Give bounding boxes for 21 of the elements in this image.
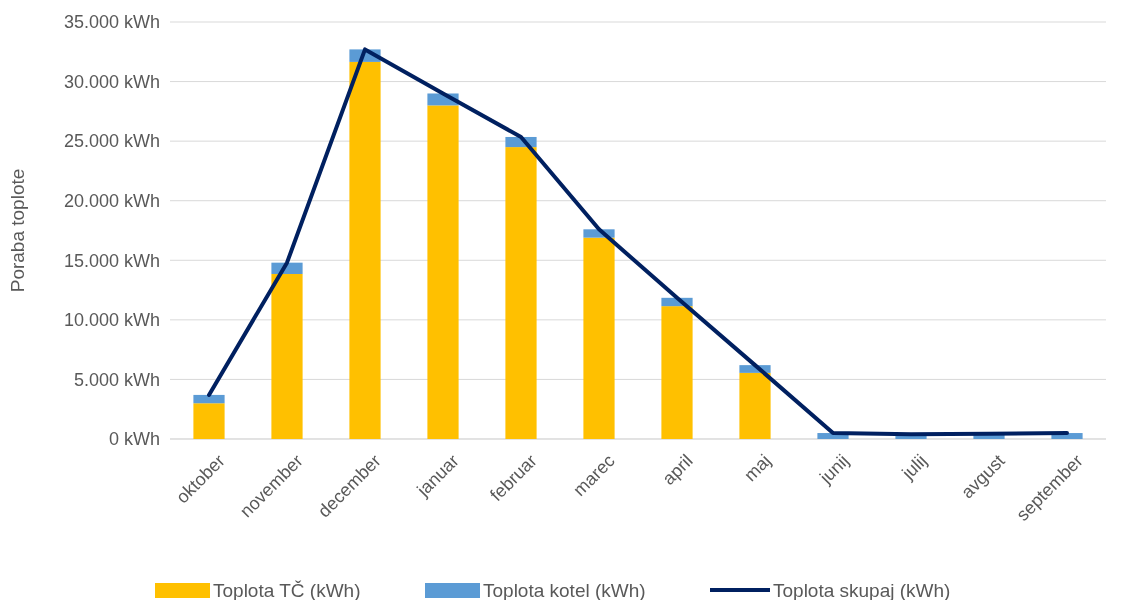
- y-tick-label: 30.000 kWh: [63, 71, 160, 92]
- bar: [271, 273, 303, 439]
- y-tick-label: 25.000 kWh: [63, 131, 160, 152]
- bar: [193, 403, 225, 439]
- bar: [427, 105, 459, 439]
- y-tick-label: 20.000 kWh: [63, 191, 160, 212]
- y-tick-label: 10.000 kWh: [63, 310, 160, 331]
- bar: [739, 372, 771, 439]
- y-axis-title: Poraba toplote: [7, 168, 28, 293]
- line-series: [207, 47, 1069, 437]
- bar: [505, 147, 537, 439]
- y-tick-label: 35.000 kWh: [63, 12, 160, 33]
- x-tick-label: julij: [897, 450, 931, 484]
- bar: [583, 237, 615, 439]
- bar: [193, 394, 225, 404]
- bar: [349, 61, 381, 439]
- x-tick-label: maj: [740, 450, 775, 486]
- bar: [661, 306, 693, 439]
- y-tick-label: 15.000 kWh: [63, 250, 160, 271]
- y-tick-label: 5.000 kWh: [73, 369, 160, 390]
- y-tick-label: 0 kWh: [108, 429, 160, 450]
